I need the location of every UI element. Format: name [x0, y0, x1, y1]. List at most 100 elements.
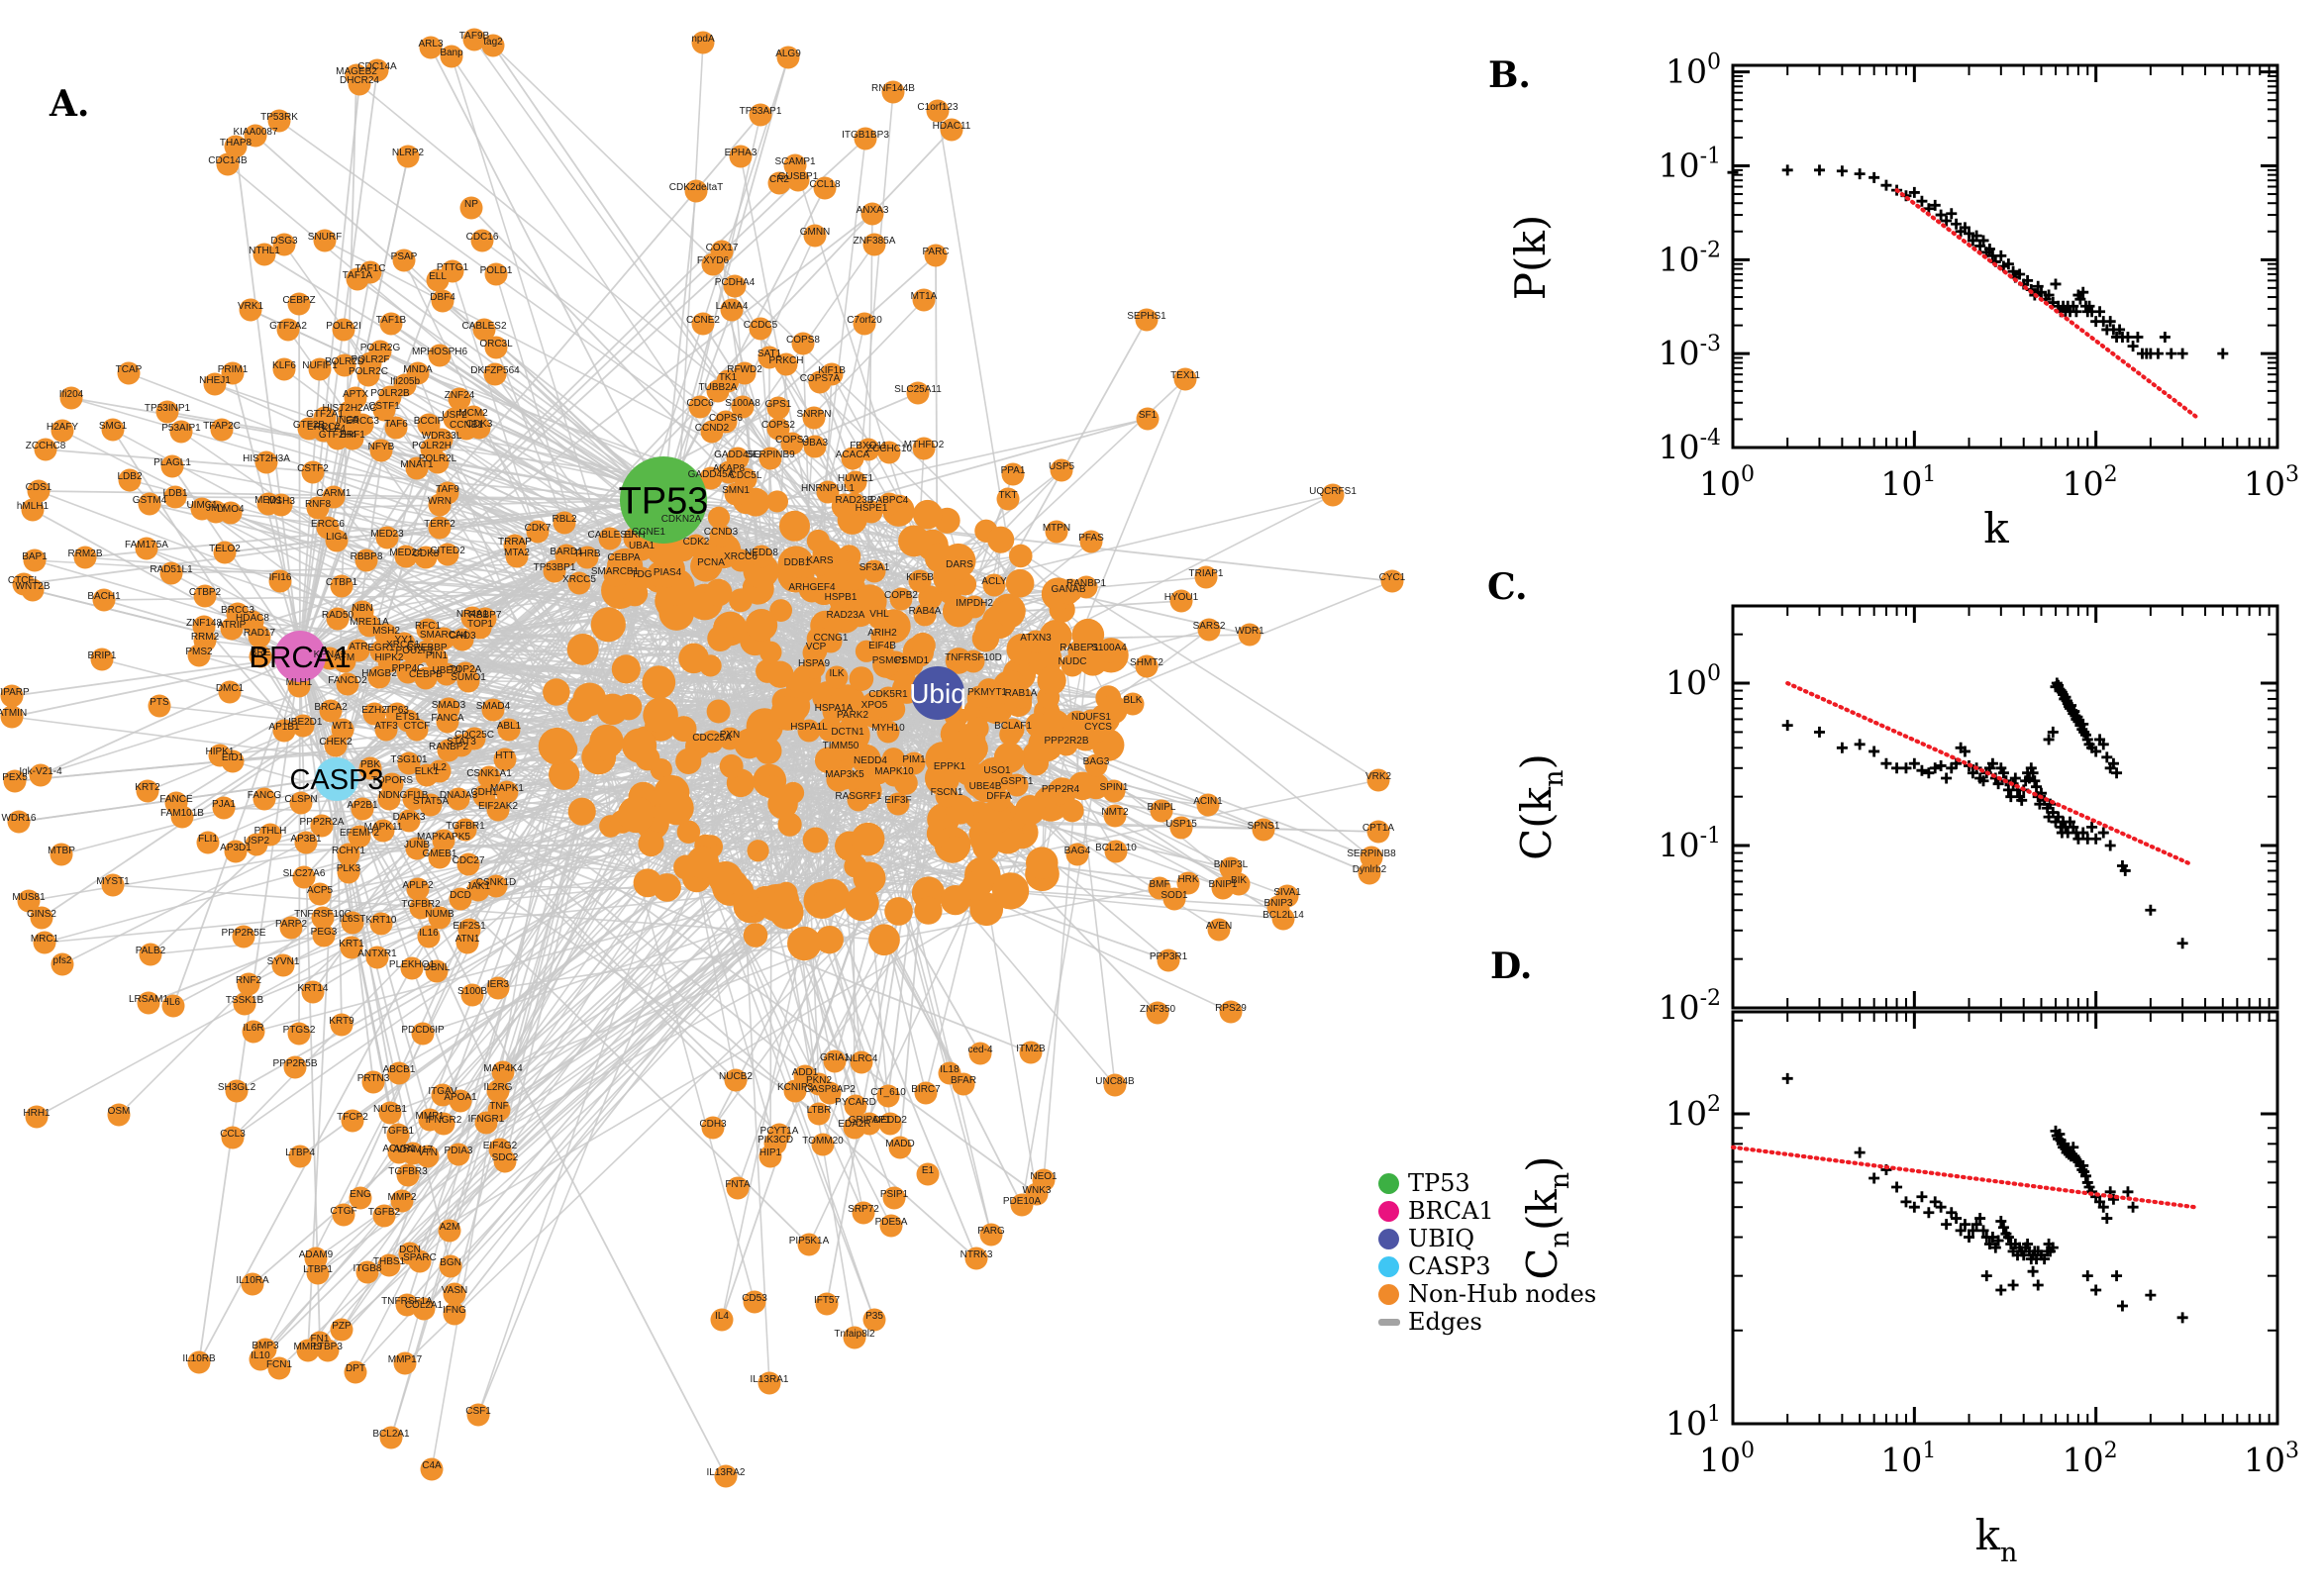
network-node[interactable] — [436, 543, 459, 566]
network-node[interactable] — [92, 588, 116, 612]
network-node[interactable] — [882, 1186, 906, 1210]
network-node[interactable] — [991, 872, 1030, 910]
network-node[interactable] — [777, 812, 802, 837]
network-node[interactable] — [340, 936, 363, 959]
network-node[interactable] — [996, 487, 1020, 511]
network-node[interactable] — [913, 603, 937, 627]
network-node[interactable] — [30, 906, 53, 930]
network-node[interactable] — [292, 865, 316, 889]
network-node[interactable] — [759, 641, 782, 664]
network-node[interactable] — [405, 456, 429, 480]
network-node[interactable] — [27, 479, 50, 503]
network-node[interactable] — [635, 746, 660, 771]
network-node[interactable] — [1050, 458, 1073, 482]
network-node[interactable] — [365, 58, 389, 82]
network-node[interactable] — [237, 972, 260, 996]
network-node[interactable] — [969, 892, 1004, 927]
network-node[interactable] — [737, 893, 761, 917]
network-node[interactable] — [287, 292, 311, 316]
network-node[interactable] — [349, 1186, 372, 1210]
network-node[interactable] — [466, 1403, 490, 1427]
network-node[interactable] — [676, 820, 701, 844]
network-node[interactable] — [1055, 733, 1078, 756]
network-node[interactable] — [505, 545, 529, 568]
hub-node-brca1[interactable] — [274, 631, 326, 682]
network-node[interactable] — [1097, 640, 1121, 663]
network-node[interactable] — [854, 127, 877, 150]
network-node[interactable] — [699, 654, 722, 677]
network-node[interactable] — [387, 1061, 411, 1085]
network-node[interactable] — [972, 834, 1000, 861]
network-node[interactable] — [719, 753, 744, 778]
network-node[interactable] — [308, 882, 332, 906]
network-node[interactable] — [419, 36, 443, 59]
network-node[interactable] — [729, 549, 753, 572]
network-node[interactable] — [33, 931, 56, 954]
network-node[interactable] — [322, 421, 346, 445]
network-node[interactable] — [881, 80, 905, 104]
network-node[interactable] — [870, 625, 894, 648]
network-node[interactable] — [495, 780, 519, 804]
network-node[interactable] — [964, 1247, 988, 1270]
network-node[interactable] — [656, 564, 679, 588]
network-node[interactable] — [447, 787, 470, 811]
network-node[interactable] — [481, 698, 505, 722]
network-node[interactable] — [426, 268, 450, 292]
network-node[interactable] — [101, 418, 125, 442]
network-node[interactable] — [1084, 753, 1108, 777]
network-node[interactable] — [844, 886, 879, 922]
network-node[interactable] — [765, 490, 789, 513]
network-node[interactable] — [723, 274, 747, 298]
network-node[interactable] — [136, 779, 159, 803]
network-node[interactable] — [311, 906, 335, 930]
network-node[interactable] — [780, 432, 804, 455]
network-node[interactable] — [379, 312, 403, 336]
network-node[interactable] — [884, 897, 913, 926]
network-node[interactable] — [802, 655, 826, 679]
network-node[interactable] — [729, 145, 753, 168]
network-node[interactable] — [688, 395, 712, 419]
network-node[interactable] — [279, 916, 303, 940]
network-node[interactable] — [73, 546, 97, 569]
network-node[interactable] — [1104, 840, 1128, 863]
network-node[interactable] — [708, 860, 744, 896]
network-node[interactable] — [852, 1201, 875, 1225]
network-node[interactable] — [483, 362, 507, 386]
network-node[interactable] — [159, 561, 183, 585]
network-node[interactable] — [271, 953, 295, 977]
network-node[interactable] — [428, 759, 452, 783]
network-node[interactable] — [252, 787, 276, 811]
network-node[interactable] — [1121, 692, 1145, 716]
network-node[interactable] — [776, 46, 800, 69]
network-node[interactable] — [1025, 847, 1059, 879]
network-node[interactable] — [813, 889, 837, 913]
network-node[interactable] — [995, 599, 1023, 627]
network-node[interactable] — [484, 874, 508, 898]
network-node[interactable] — [357, 614, 381, 638]
network-node[interactable] — [493, 1149, 517, 1173]
network-node[interactable] — [699, 554, 723, 578]
network-node[interactable] — [462, 28, 486, 51]
network-node[interactable] — [431, 1083, 454, 1107]
network-node[interactable] — [749, 103, 772, 127]
network-node[interactable] — [847, 788, 870, 812]
network-node[interactable] — [724, 482, 748, 506]
network-node[interactable] — [419, 793, 443, 817]
network-node[interactable] — [232, 925, 255, 948]
network-node[interactable] — [968, 1042, 992, 1065]
network-node[interactable] — [853, 312, 876, 336]
network-node[interactable] — [877, 441, 901, 464]
network-node[interactable] — [59, 386, 83, 410]
network-node[interactable] — [811, 1133, 835, 1156]
hub-node-casp3[interactable] — [315, 757, 358, 801]
network-node[interactable] — [1176, 871, 1200, 895]
network-node[interactable] — [493, 748, 517, 771]
network-node[interactable] — [1380, 569, 1404, 593]
network-node[interactable] — [914, 1081, 938, 1105]
network-node[interactable] — [294, 831, 318, 854]
network-node[interactable] — [193, 584, 217, 608]
network-node[interactable] — [308, 357, 332, 381]
network-node[interactable] — [1321, 483, 1345, 507]
network-node[interactable] — [849, 666, 874, 691]
network-node[interactable] — [23, 549, 47, 572]
